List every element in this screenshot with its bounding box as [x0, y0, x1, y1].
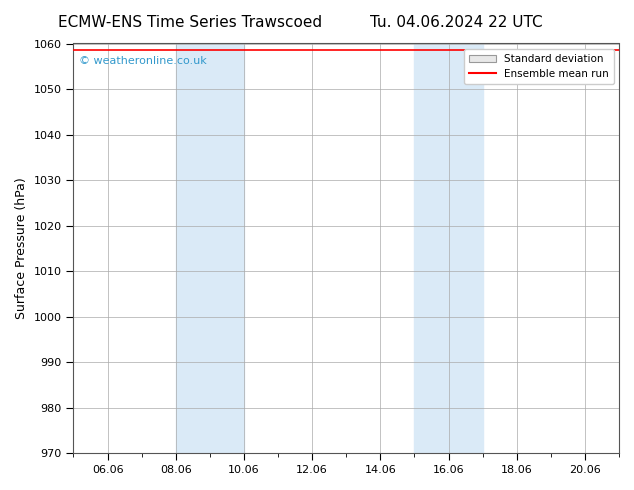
Y-axis label: Surface Pressure (hPa): Surface Pressure (hPa) [15, 177, 28, 319]
Bar [176, 44, 244, 453]
Bar [415, 44, 482, 453]
Text: ECMW-ENS Time Series Trawscoed: ECMW-ENS Time Series Trawscoed [58, 15, 322, 30]
Text: © weatheronline.co.uk: © weatheronline.co.uk [79, 56, 207, 66]
Text: Tu. 04.06.2024 22 UTC: Tu. 04.06.2024 22 UTC [370, 15, 543, 30]
Legend: Standard deviation, Ensemble mean run: Standard deviation, Ensemble mean run [464, 49, 614, 84]
